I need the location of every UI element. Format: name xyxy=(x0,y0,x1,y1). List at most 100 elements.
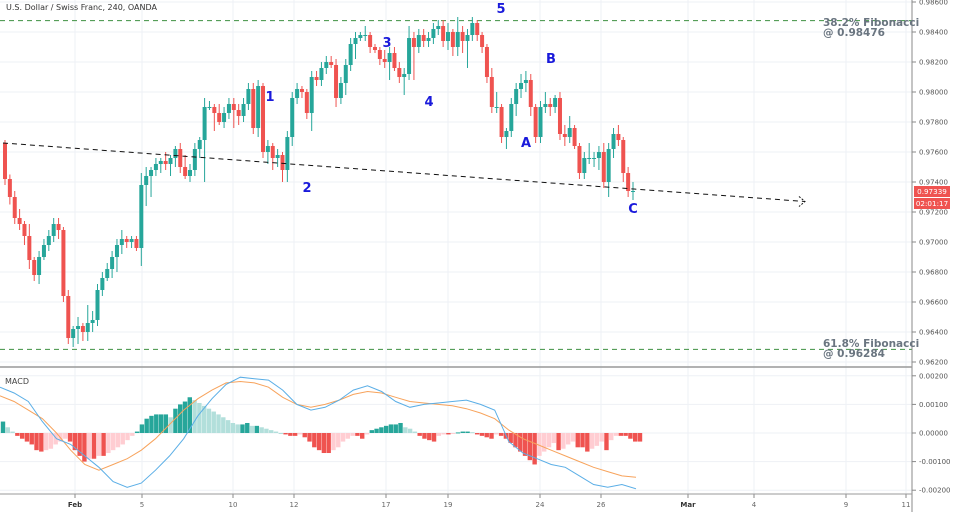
candle-body xyxy=(261,86,266,152)
candle-body xyxy=(178,149,183,167)
macd-histogram-bar xyxy=(407,428,413,433)
macd-histogram-bar xyxy=(144,418,149,433)
macd-histogram-bar xyxy=(82,433,87,462)
price-tick-label: 0.97600 xyxy=(919,149,948,157)
price-tick-label: 0.98400 xyxy=(919,29,948,37)
macd-histogram-bar xyxy=(168,417,173,433)
trendline[interactable] xyxy=(2,142,806,202)
candle-body xyxy=(314,77,319,80)
candle-body xyxy=(80,326,85,332)
candle-body xyxy=(17,218,22,224)
candle-body xyxy=(616,134,621,140)
candle-body xyxy=(202,107,207,140)
candle-body xyxy=(7,179,12,197)
macd-histogram-bar xyxy=(336,433,341,448)
candle-body xyxy=(494,107,499,108)
macd-histogram-bar xyxy=(192,400,197,433)
macd-histogram-bar xyxy=(249,425,255,433)
candle-body xyxy=(192,149,197,170)
candle-body xyxy=(348,44,353,65)
candle-body xyxy=(538,107,543,137)
candle-body xyxy=(85,323,90,332)
macd-tick-label: 0.00100 xyxy=(919,401,948,409)
candle-body xyxy=(343,65,348,83)
fib-382-name: 38.2% Fibonacci xyxy=(823,17,920,29)
macd-histogram-bar xyxy=(340,433,346,442)
macd-histogram-bar xyxy=(254,425,260,433)
date-tick-label: Feb xyxy=(68,501,82,509)
macd-histogram-bar xyxy=(110,433,116,451)
macd-histogram-bar xyxy=(292,433,298,436)
candle-body xyxy=(582,158,587,173)
candle-body xyxy=(183,167,188,176)
macd-histogram-bar xyxy=(34,433,39,451)
macd-histogram-bar xyxy=(575,433,580,448)
macd-histogram-bar xyxy=(580,433,585,448)
macd-histogram-bar xyxy=(53,433,58,445)
macd-histogram-bar xyxy=(269,430,274,433)
price-tick-label: 0.96400 xyxy=(919,329,948,337)
candle-body xyxy=(358,35,363,38)
candle-body xyxy=(251,89,256,128)
macd-line xyxy=(0,376,637,490)
candle-body xyxy=(543,104,548,107)
candle-body xyxy=(256,86,261,128)
candle-body xyxy=(377,50,382,59)
candle-body xyxy=(153,164,158,170)
macd-histogram-bar xyxy=(125,433,130,441)
candle-body xyxy=(577,146,582,173)
macd-histogram-bar xyxy=(355,433,360,436)
macd-histogram-bar xyxy=(441,433,446,435)
macd-histogram-bar xyxy=(259,427,264,433)
macd-tick-label: -0.00100 xyxy=(919,458,950,466)
candle-body xyxy=(499,107,504,137)
macd-histogram-bar xyxy=(589,433,595,449)
macd-histogram-bar xyxy=(427,433,432,441)
macd-histogram-bar xyxy=(297,433,303,435)
macd-histogram-bar xyxy=(216,414,221,433)
macd-histogram-bar xyxy=(599,433,604,442)
macd-histogram-bar xyxy=(91,433,97,459)
candle-body xyxy=(334,65,339,98)
candle-body xyxy=(295,89,300,98)
candle-body xyxy=(134,239,139,248)
candle-body xyxy=(353,38,358,44)
candle-body xyxy=(411,38,416,47)
macd-histogram-bar xyxy=(484,433,489,438)
price-tick-label: 0.98600 xyxy=(919,0,948,7)
candle-body xyxy=(519,83,524,89)
candle-body xyxy=(144,176,149,185)
macd-histogram-bar xyxy=(158,414,164,433)
macd-histogram-bar xyxy=(115,433,121,448)
macd-histogram-bar xyxy=(412,431,418,433)
macd-histogram-bar xyxy=(537,433,542,456)
fib-382-value: @ 0.98476 xyxy=(823,27,885,39)
price-tick-label: 0.97000 xyxy=(919,239,948,247)
macd-histogram-bar xyxy=(197,402,202,433)
candle-body xyxy=(129,239,134,242)
candle-body xyxy=(621,140,626,173)
macd-histogram-bar xyxy=(508,433,513,444)
wave-label-2: 2 xyxy=(302,181,312,196)
candle-body xyxy=(90,320,95,323)
candle-body xyxy=(562,134,567,137)
candle-body xyxy=(285,137,290,170)
macd-histogram-bar xyxy=(398,422,403,433)
candle-body xyxy=(338,83,343,98)
macd-histogram-bar xyxy=(312,433,317,448)
macd-histogram-bar xyxy=(19,433,25,439)
date-tick-label: 9 xyxy=(844,501,848,509)
macd-histogram-bar xyxy=(10,431,15,433)
macd-histogram-bar xyxy=(594,433,600,446)
candle-body xyxy=(187,170,192,176)
macd-histogram-bar xyxy=(72,433,78,451)
candle-body xyxy=(95,290,100,320)
macd-histogram-bar xyxy=(283,433,288,435)
macd-histogram-bar xyxy=(451,433,456,434)
candle-body xyxy=(626,173,631,191)
macd-indicator-label[interactable]: MACD xyxy=(5,377,29,386)
candle-body xyxy=(397,68,402,77)
candle-body xyxy=(119,239,124,245)
